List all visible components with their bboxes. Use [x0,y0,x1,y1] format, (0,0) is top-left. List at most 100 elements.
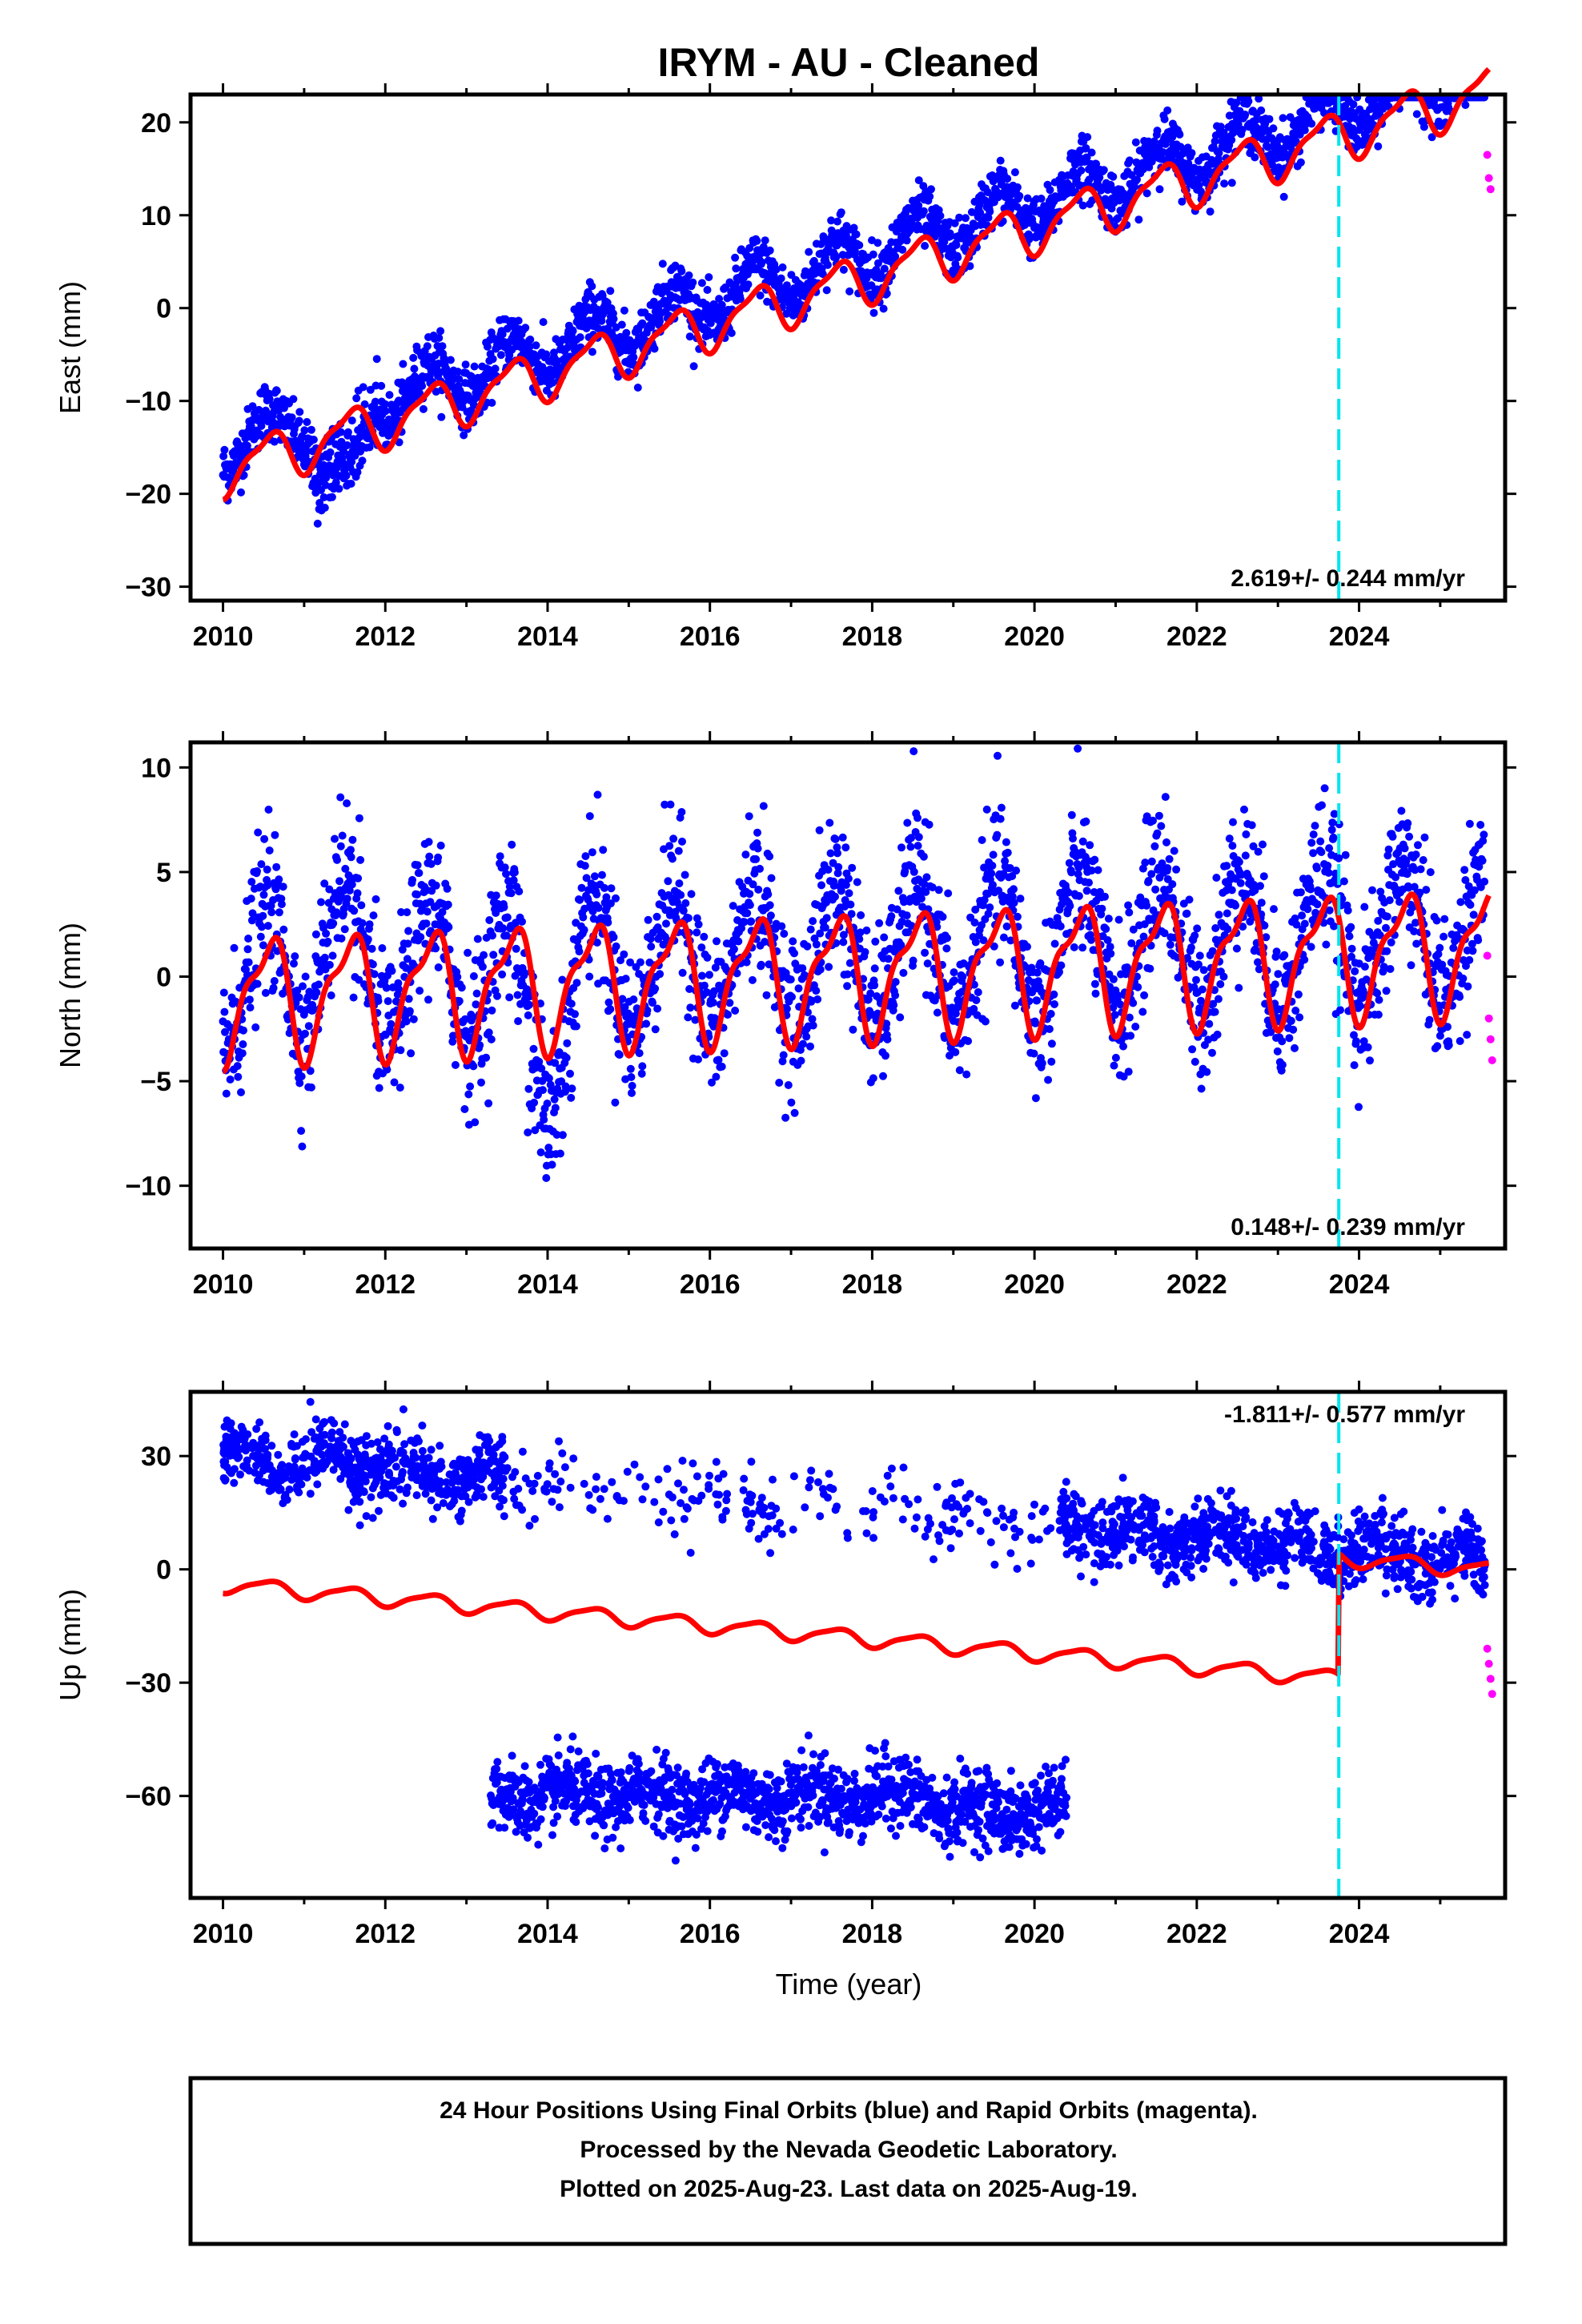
north-final-point [674,846,683,855]
north-final-point [862,926,871,935]
north-final-point [1313,900,1322,909]
north-final-point [347,846,355,854]
north-final-point [1330,810,1339,818]
north-final-point [1091,989,1100,998]
north-final-point [1140,991,1149,999]
north-final-point [871,937,880,946]
north-final-point [724,1011,732,1019]
north-final-point [1271,980,1279,989]
north-final-point [498,970,507,979]
north-final-point [1215,911,1223,919]
north-final-point [416,933,425,942]
east-final-point [521,324,530,332]
east-final-point [592,305,601,314]
east-final-point [295,416,303,425]
north-final-point [889,1001,898,1010]
north-final-point [887,912,896,921]
north-final-point [434,853,443,862]
east-final-point [381,407,390,416]
north-final-point [1101,892,1109,901]
north-final-point [1150,842,1159,850]
north-final-point [1228,842,1237,850]
north-final-point [933,1008,942,1017]
east-final-point [1078,201,1087,210]
east-final-point [879,304,888,313]
north-final-point [1074,891,1083,900]
east-final-point [898,245,907,254]
north-final-point [489,951,498,959]
north-final-point [259,911,267,920]
north-final-point [1149,816,1157,825]
east-final-point [1013,183,1022,191]
north-final-point [279,883,287,891]
north-final-point [1199,966,1208,975]
east-final-point [1125,156,1134,165]
north-final-point [1259,840,1267,849]
north-final-point [606,1005,615,1014]
north-final-point [765,901,774,910]
east-final-point [320,504,329,512]
north-final-point [496,852,504,861]
north-final-point [1074,744,1082,753]
north-final-point [1312,864,1321,873]
east-final-point [437,412,446,421]
east-final-point [365,443,374,452]
north-final-point [1114,915,1123,924]
east-ytick-label: 20 [141,108,171,139]
north-final-point [1106,949,1115,958]
north-final-point [416,987,424,995]
north-final-point [524,1128,532,1137]
east-final-point [355,433,363,442]
north-final-point [1157,822,1166,830]
north-final-point [903,818,912,827]
north-final-point [1119,1042,1127,1051]
north-final-point [1141,858,1150,867]
east-final-point [423,342,432,351]
north-final-point [484,1099,493,1108]
north-final-point [239,1040,247,1048]
north-final-point [607,884,616,893]
east-final-point [359,383,367,392]
north-final-point [1047,1039,1056,1048]
north-final-point [669,834,678,843]
north-final-point [815,826,824,834]
north-final-point [1300,919,1309,928]
north-final-point [580,862,589,870]
north-final-point [343,799,351,808]
north-final-point [712,1072,721,1081]
north-final-point [894,887,903,895]
north-final-point [1163,864,1172,872]
north-final-point [997,803,1006,812]
north-final-point [336,842,345,850]
north-final-point [443,884,452,893]
north-final-point [834,862,843,871]
north-final-point [1318,801,1326,810]
north-final-point [275,908,283,917]
north-final-point [883,1035,892,1043]
north-final-point [1110,1061,1118,1070]
north-final-point [1142,901,1151,910]
east-final-point [1003,175,1012,183]
north-final-point [987,869,996,878]
north-final-point [881,1051,889,1060]
north-final-point [1111,1053,1120,1062]
north-final-point [748,975,757,984]
north-final-point [244,958,253,967]
north-final-point [656,970,665,979]
north-final-point [1236,879,1245,887]
panel-north: 2010 2012 2014 2016 2018 2020 2022 2024−10−5051… [54,731,1516,1300]
north-final-point [902,911,911,920]
north-final-point [803,942,812,951]
north-final-point [1186,943,1195,952]
east-final-point [1153,127,1162,135]
east-final-point [419,404,428,413]
north-final-point [322,929,331,938]
north-final-point [1280,951,1289,959]
north-final-point [472,989,481,998]
north-final-point [253,866,261,875]
north-final-point [254,828,263,837]
east-final-point [315,499,324,507]
north-final-point [1191,931,1199,940]
north-final-point [327,991,335,999]
north-final-point [535,1057,544,1066]
